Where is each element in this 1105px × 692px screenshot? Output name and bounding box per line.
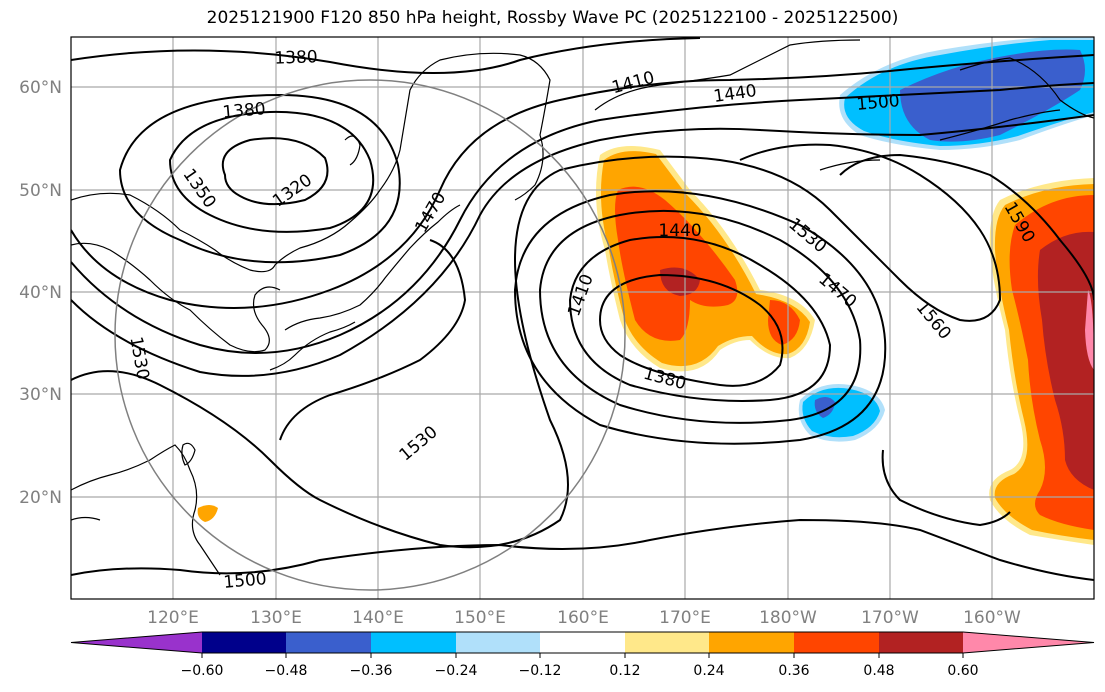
lon-label: 120°E — [147, 608, 199, 628]
colorbar-segment — [286, 632, 371, 653]
colorbar-segment — [202, 632, 286, 653]
contour-label: 1380 — [222, 99, 267, 123]
lon-label: 180°W — [759, 608, 817, 628]
colorbar-segment — [456, 632, 540, 653]
projection-circle — [114, 79, 626, 591]
lon-label: 130°E — [250, 608, 302, 628]
lat-label: 40°N — [19, 283, 62, 303]
shading-positive — [197, 146, 1094, 545]
colorbar-tick-label: −0.12 — [519, 663, 562, 679]
lon-label: 170°E — [659, 608, 711, 628]
lon-label: 160°E — [557, 608, 609, 628]
colorbar-tick-labels: −0.60 −0.48 −0.36 −0.24 −0.12 0.12 0.24 0.36 0.4… — [181, 653, 979, 679]
contour-label: 1350 — [179, 165, 220, 212]
colorbar-segment — [879, 632, 963, 653]
lat-label: 20°N — [19, 488, 62, 508]
colorbar-tick-label: −0.60 — [181, 663, 224, 679]
contour-label: 1440 — [658, 221, 701, 241]
colorbar-segment — [709, 632, 794, 653]
colorbar-tick-label: −0.24 — [435, 663, 478, 679]
contour-label: 1530 — [396, 422, 442, 465]
contour-label: 1410 — [610, 68, 657, 99]
colorbar-tick-label: 0.12 — [609, 663, 640, 679]
colorbar — [70, 631, 1095, 654]
graticule — [71, 37, 1094, 599]
map-frame — [70, 36, 1095, 600]
contour-label: 1500 — [856, 91, 901, 115]
lat-label: 60°N — [19, 78, 62, 98]
contour-label: 1470 — [814, 269, 860, 312]
map-title: 2025121900 F120 850 hPa height, Rossby W… — [206, 8, 899, 28]
lon-label: 170°W — [861, 608, 919, 628]
colorbar-tick-label: 0.48 — [863, 663, 894, 679]
colorbar-tick-label: −0.48 — [265, 663, 308, 679]
colorbar-tick-label: 0.36 — [778, 663, 809, 679]
longitude-labels: 120°E 130°E 140°E 150°E 160°E 170°E 180°W 170°W… — [147, 608, 1021, 628]
colorbar-segment — [794, 632, 879, 653]
colorbar-tick-label: 0.60 — [947, 663, 978, 679]
colorbar-segment — [371, 632, 456, 653]
contour-label: 1560 — [912, 298, 955, 344]
lat-label: 50°N — [19, 181, 62, 201]
contour-label: 1530 — [784, 214, 830, 257]
contour-label: 1380 — [274, 47, 318, 68]
contour-label: 1410 — [564, 272, 598, 319]
colorbar-tick-label: −0.36 — [350, 663, 393, 679]
colorbar-extend-high — [963, 632, 1094, 653]
contour-label: 1470 — [411, 189, 450, 236]
contour-label: 1500 — [223, 569, 268, 593]
lon-label: 160°W — [963, 608, 1021, 628]
lon-label: 140°E — [352, 608, 404, 628]
colorbar-segment — [625, 632, 709, 653]
lat-label: 30°N — [19, 385, 62, 405]
height-contours — [71, 37, 1094, 581]
colorbar-extend-low — [71, 632, 202, 653]
lon-label: 150°E — [454, 608, 506, 628]
colorbar-tick-label: 0.24 — [693, 663, 724, 679]
latitude-labels: 60°N 50°N 40°N 30°N 20°N — [19, 78, 62, 508]
colorbar-segment — [540, 632, 625, 653]
